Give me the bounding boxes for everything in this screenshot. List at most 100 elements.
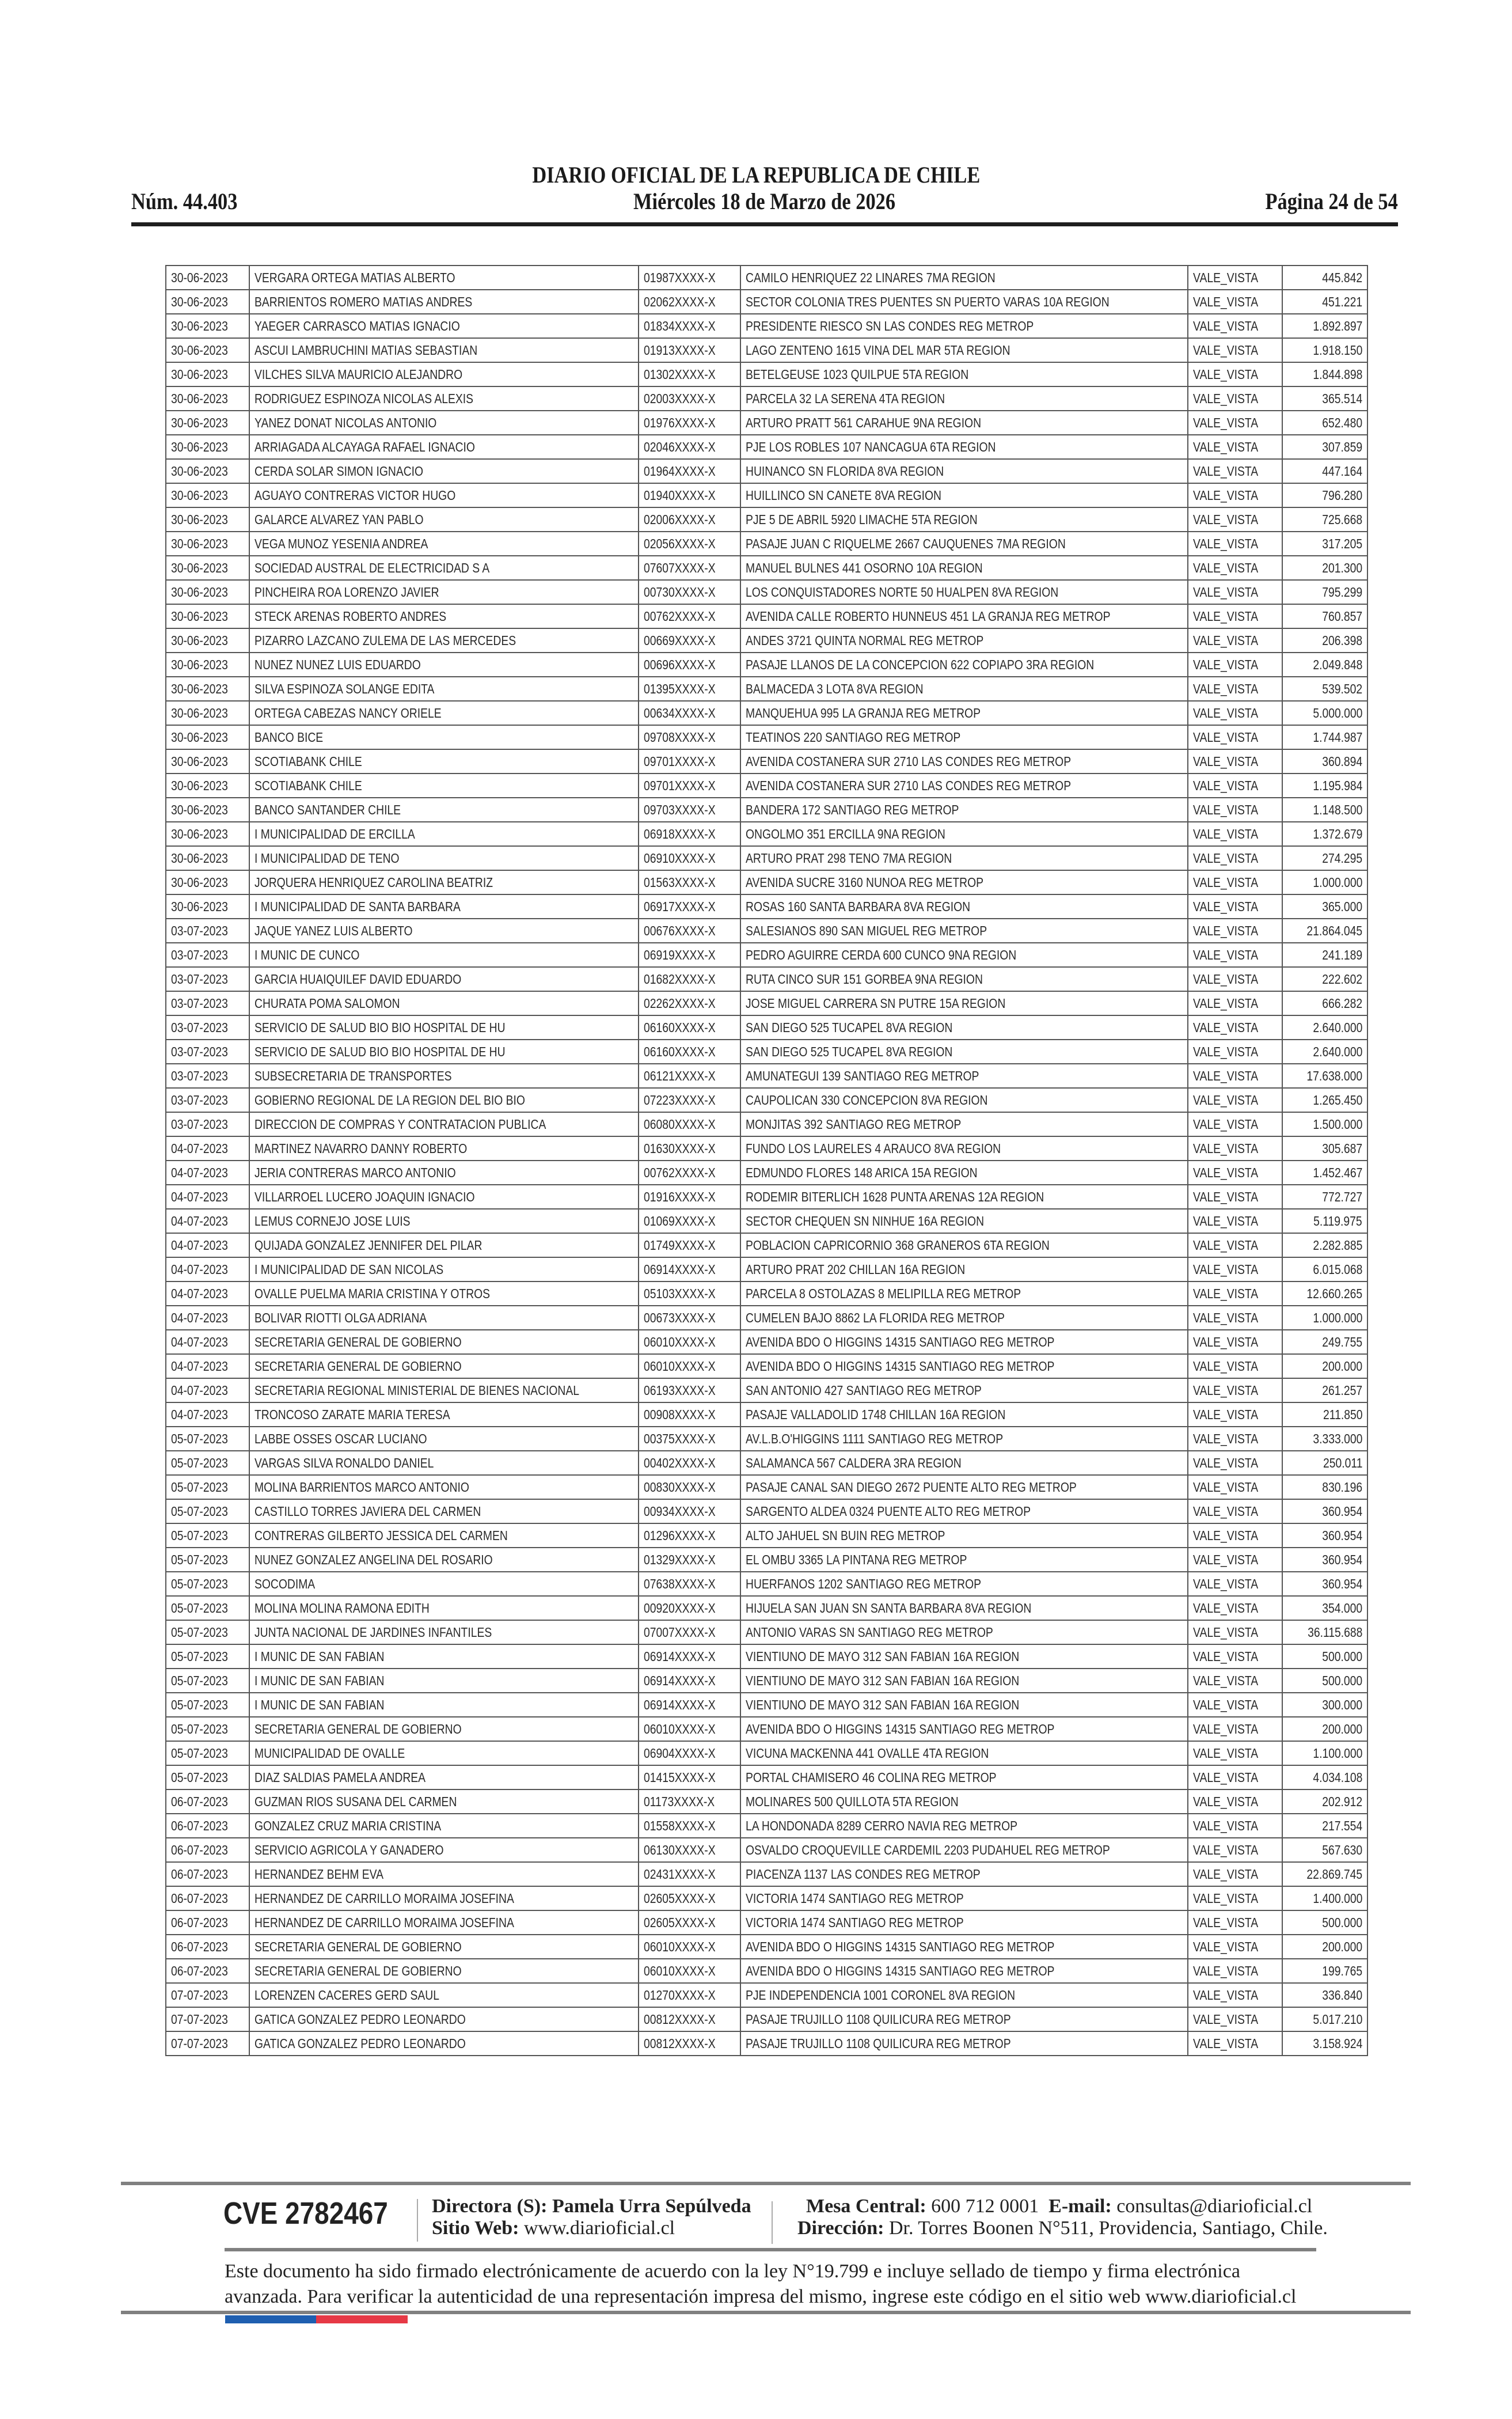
amount-cell: 261.257 <box>1282 1378 1368 1403</box>
payment-type-cell: VALE_VISTA <box>1187 1571 1283 1597</box>
rut-cell: 02006XXXX-X <box>638 507 741 532</box>
rut-cell: 01987XXXX-X <box>638 265 741 290</box>
address-cell: OSVALDO CROQUEVILLE CARDEMIL 2203 PUDAHU… <box>740 1837 1188 1863</box>
payment-type-cell: VALE_VISTA <box>1187 1837 1283 1863</box>
payment-type-cell: VALE_VISTA <box>1187 1620 1283 1645</box>
payment-type-cell: VALE_VISTA <box>1187 1523 1283 1548</box>
address-cell: PASAJE CANAL SAN DIEGO 2672 PUENTE ALTO … <box>740 1474 1188 1500</box>
date-cell: 30-06-2023 <box>165 797 250 822</box>
table-row: 03-07-2023 JAQUE YANEZ LUIS ALBERTO 00676X… <box>165 918 1368 943</box>
payment-type-cell: VALE_VISTA <box>1187 1692 1283 1717</box>
rut-cell: 00696XXXX-X <box>638 652 741 677</box>
beneficiary-cell: I MUNIC DE SAN FABIAN <box>249 1644 639 1669</box>
table-row: 05-07-2023 CASTILLO TORRES JAVIERA DEL CA… <box>165 1499 1368 1524</box>
address-cell: ARTURO PRAT 202 CHILLAN 16A REGION <box>740 1257 1188 1282</box>
address-cell: HUILLINCO SN CANETE 8VA REGION <box>740 483 1188 508</box>
date-cell: 05-07-2023 <box>165 1765 250 1790</box>
beneficiary-cell: SOCIEDAD AUSTRAL DE ELECTRICIDAD S A <box>249 555 639 581</box>
beneficiary-cell: BANCO SANTANDER CHILE <box>249 797 639 822</box>
date-cell: 03-07-2023 <box>165 918 250 943</box>
table-row: 06-07-2023 SECRETARIA GENERAL DE GOBIERNO… <box>165 1958 1368 1984</box>
amount-cell: 250.011 <box>1282 1450 1368 1476</box>
website-link[interactable]: www.diarioficial.cl <box>523 2217 675 2239</box>
payment-type-cell: VALE_VISTA <box>1187 1257 1283 1282</box>
payment-type-cell: VALE_VISTA <box>1187 628 1283 653</box>
payment-type-cell: VALE_VISTA <box>1187 1450 1283 1476</box>
rut-cell: 00402XXXX-X <box>638 1450 741 1476</box>
rut-cell: 09708XXXX-X <box>638 725 741 750</box>
table-row: 05-07-2023 SOCODIMA 07638XXXX-X HUERFANOS 1… <box>165 1571 1368 1597</box>
rut-cell: 06910XXXX-X <box>638 845 741 871</box>
amount-cell: 1.148.500 <box>1282 797 1368 822</box>
payment-type-cell: VALE_VISTA <box>1187 1015 1283 1040</box>
table-row: 05-07-2023 I MUNIC DE SAN FABIAN 06914XXXX… <box>165 1644 1368 1669</box>
address-cell: AVENIDA BDO O HIGGINS 14315 SANTIAGO REG… <box>740 1934 1188 1959</box>
date-cell: 03-07-2023 <box>165 991 250 1016</box>
email-link[interactable]: consultas@diarioficial.cl <box>1116 2196 1313 2217</box>
rut-cell: 01940XXXX-X <box>638 483 741 508</box>
address-cell: PASAJE TRUJILLO 1108 QUILICURA REG METRO… <box>740 2031 1188 2056</box>
table-row: 05-07-2023 I MUNIC DE SAN FABIAN 06914XXXX… <box>165 1668 1368 1693</box>
date-cell: 30-06-2023 <box>165 289 250 314</box>
amount-cell: 1.500.000 <box>1282 1112 1368 1137</box>
date-cell: 30-06-2023 <box>165 700 250 726</box>
table-row: 30-06-2023 GALARCE ALVAREZ YAN PABLO 02006… <box>165 507 1368 532</box>
beneficiary-cell: I MUNIC DE CUNCO <box>249 942 639 968</box>
address-cell: PASAJE TRUJILLO 1108 QUILICURA REG METRO… <box>740 2007 1188 2032</box>
date-cell: 03-07-2023 <box>165 1087 250 1113</box>
address-cell: HUERFANOS 1202 SANTIAGO REG METROP <box>740 1571 1188 1597</box>
date-cell: 30-06-2023 <box>165 725 250 750</box>
amount-cell: 1.265.450 <box>1282 1087 1368 1113</box>
table-row: 03-07-2023 SERVICIO DE SALUD BIO BIO HOSP… <box>165 1015 1368 1040</box>
address-cell: LA HONDONADA 8289 CERRO NAVIA REG METROP <box>740 1813 1188 1838</box>
rut-cell: 00934XXXX-X <box>638 1499 741 1524</box>
payment-type-cell: VALE_VISTA <box>1187 845 1283 871</box>
legal-notice: Este documento ha sido firmado electróni… <box>225 2261 1297 2307</box>
beneficiary-cell: JORQUERA HENRIQUEZ CAROLINA BEATRIZ <box>249 870 639 895</box>
rut-cell: 05103XXXX-X <box>638 1281 741 1306</box>
payment-type-cell: VALE_VISTA <box>1187 1233 1283 1258</box>
date-cell: 05-07-2023 <box>165 1741 250 1766</box>
rut-cell: 06010XXXX-X <box>638 1353 741 1379</box>
rut-cell: 01270XXXX-X <box>638 1982 741 2008</box>
address-cell: CAMILO HENRIQUEZ 22 LINARES 7MA REGION <box>740 265 1188 290</box>
address-cell: AMUNATEGUI 139 SANTIAGO REG METROP <box>740 1063 1188 1089</box>
rut-cell: 02605XXXX-X <box>638 1910 741 1935</box>
rut-cell: 02056XXXX-X <box>638 531 741 556</box>
payment-type-cell: VALE_VISTA <box>1187 1644 1283 1669</box>
table-row: 06-07-2023 GONZALEZ CRUZ MARIA CRISTINA 01… <box>165 1813 1368 1838</box>
table-row: 30-06-2023 I MUNICIPALIDAD DE TENO 06910XX… <box>165 845 1368 871</box>
table-row: 03-07-2023 I MUNIC DE CUNCO 06919XXXX-X PED… <box>165 942 1368 968</box>
address-cell: MONJITAS 392 SANTIAGO REG METROP <box>740 1112 1188 1137</box>
date-cell: 06-07-2023 <box>165 1910 250 1935</box>
rut-cell: 00375XXXX-X <box>638 1426 741 1451</box>
contact-line: Mesa Central: 600 712 0001 E-mail: consu… <box>806 2196 1313 2217</box>
date-cell: 07-07-2023 <box>165 2031 250 2056</box>
table-row: 30-06-2023 VILCHES SILVA MAURICIO ALEJAND… <box>165 362 1368 387</box>
beneficiary-cell: SUBSECRETARIA DE TRANSPORTES <box>249 1063 639 1089</box>
amount-cell: 539.502 <box>1282 676 1368 702</box>
amount-cell: 795.299 <box>1282 579 1368 605</box>
beneficiary-cell: RODRIGUEZ ESPINOZA NICOLAS ALEXIS <box>249 386 639 411</box>
beneficiary-cell: GARCIA HUAIQUILEF DAVID EDUARDO <box>249 966 639 992</box>
rut-cell: 06160XXXX-X <box>638 1015 741 1040</box>
beneficiary-cell: GOBIERNO REGIONAL DE LA REGION DEL BIO B… <box>249 1087 639 1113</box>
payment-type-cell: VALE_VISTA <box>1187 773 1283 798</box>
table-row: 06-07-2023 HERNANDEZ DE CARRILLO MORAIMA … <box>165 1886 1368 1911</box>
beneficiary-cell: ORTEGA CABEZAS NANCY ORIELE <box>249 700 639 726</box>
address-cell: TEATINOS 220 SANTIAGO REG METROP <box>740 725 1188 750</box>
date-cell: 04-07-2023 <box>165 1233 250 1258</box>
beneficiary-cell: GALARCE ALVAREZ YAN PABLO <box>249 507 639 532</box>
footer-separator <box>417 2199 418 2242</box>
beneficiary-cell: HERNANDEZ BEHM EVA <box>249 1861 639 1887</box>
address-cell: MANUEL BULNES 441 OSORNO 10A REGION <box>740 555 1188 581</box>
date-cell: 04-07-2023 <box>165 1160 250 1185</box>
amount-cell: 666.282 <box>1282 991 1368 1016</box>
address-cell: HIJUELA SAN JUAN SN SANTA BARBARA 8VA RE… <box>740 1595 1188 1621</box>
address-cell: PEDRO AGUIRRE CERDA 600 CUNCO 9NA REGION <box>740 942 1188 968</box>
payment-type-cell: VALE_VISTA <box>1187 1136 1283 1161</box>
address-cell: VIENTIUNO DE MAYO 312 SAN FABIAN 16A REG… <box>740 1644 1188 1669</box>
address-cell: EDMUNDO FLORES 148 ARICA 15A REGION <box>740 1160 1188 1185</box>
address-cell: LAGO ZENTENO 1615 VINA DEL MAR 5TA REGIO… <box>740 338 1188 363</box>
address-cell: BANDERA 172 SANTIAGO REG METROP <box>740 797 1188 822</box>
